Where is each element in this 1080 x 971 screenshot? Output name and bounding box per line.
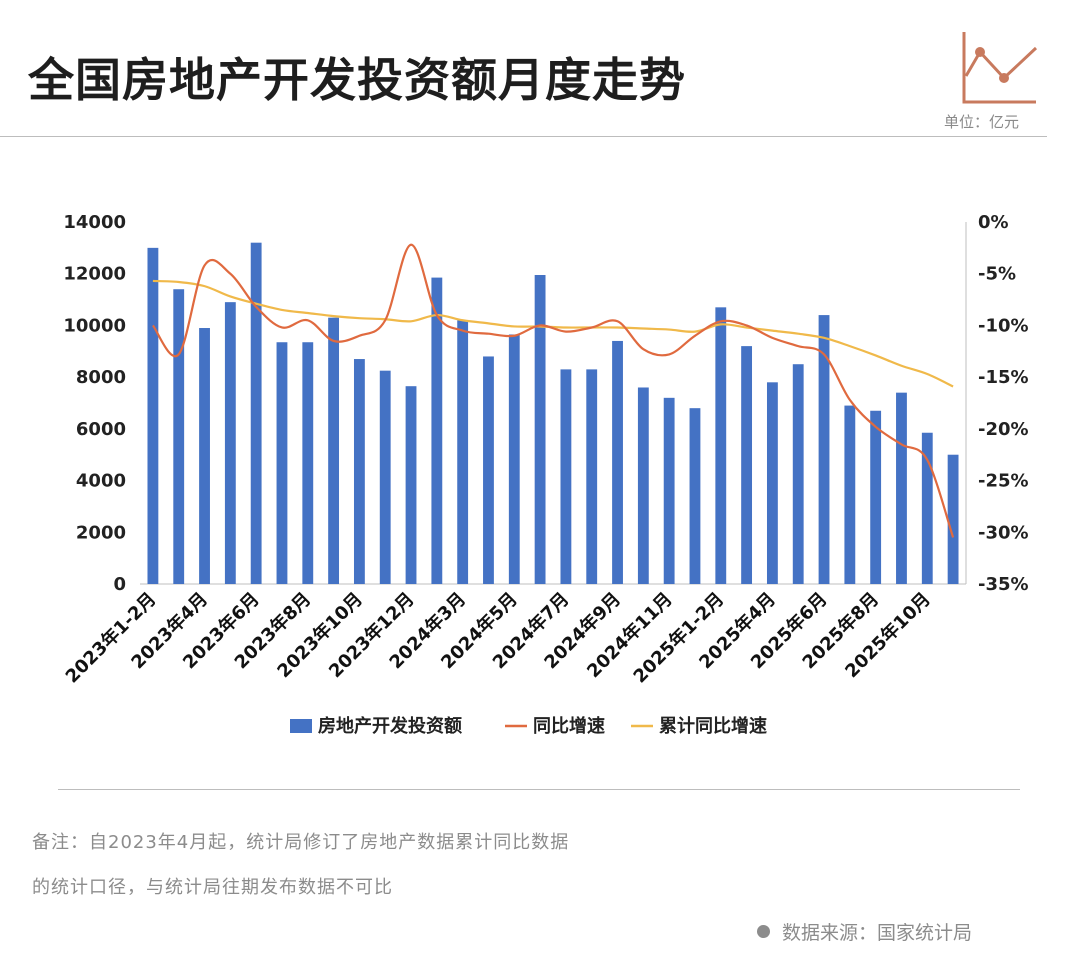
bar [199,328,210,584]
y-right-tick-label: -15% [978,367,1029,388]
bar [921,432,933,584]
bar [508,334,520,584]
y-right-tick-label: -20% [978,419,1029,440]
bar [483,356,494,584]
bar [947,454,959,584]
y-left-tick-label: 0 [113,574,126,595]
bar [663,397,675,584]
series-line-yoy [151,243,955,538]
y-left-tick-label: 14000 [63,212,126,233]
bar [276,342,288,584]
y-left-tick-label: 12000 [63,264,126,285]
series-line-cumulative-yoy [152,279,954,388]
bar [250,242,262,584]
note-line-1: 备注：自2023年4月起，统计局修订了房地产数据累计同比数据 [32,832,570,853]
y-right-tick-label: -5% [978,264,1016,285]
y-right-tick-label: -35% [978,574,1029,595]
y-left-tick-label: 2000 [76,522,126,543]
x-tick-label: 2025年1-2月 [629,588,728,687]
bar [457,320,469,584]
investment-chart: 0 2000 4000 6000 8000 10000 12000 14000 0% -5% -10… [61,212,1029,737]
bar [612,340,623,584]
top-divider [0,136,1047,137]
y-right-tick-label: -30% [978,522,1029,543]
bar [586,369,598,584]
bar [715,307,727,584]
bar [560,369,572,584]
bar [792,364,804,584]
y-right-tick-label: -10% [978,315,1029,336]
source-label: 数据来源：国家统计局 [757,918,972,945]
bar [844,405,856,584]
y-right-tick-label: 0% [978,212,1009,233]
y-left-tick-label: 8000 [76,367,126,388]
bar [379,370,391,584]
legend-label-yoy: 同比增速 [533,715,605,737]
bar [637,387,649,584]
bar [689,408,701,584]
bar [224,302,236,584]
source-dot-icon [757,925,770,938]
bar [741,346,753,584]
unit-label: 单位：亿元 [944,113,1020,131]
bar [534,275,546,584]
bar [766,382,778,584]
x-tick-label: 2023年1-2月 [61,588,160,687]
y-left-tick-label: 10000 [63,315,126,336]
bar [818,315,830,584]
bar [302,342,314,584]
legend-label-cumulative: 累计同比增速 [659,715,767,737]
source-text: 数据来源：国家统计局 [782,922,973,944]
legend-label-investment: 房地产开发投资额 [318,715,462,737]
bar [353,359,365,584]
bar [147,247,159,584]
y-left-tick-label: 4000 [76,471,126,492]
line-chart-logo-icon [962,32,1038,104]
bottom-divider [58,789,1020,790]
bar [173,289,185,584]
y-left-tick-label: 6000 [76,419,126,440]
bar [405,386,417,584]
page-title: 全国房地产开发投资额月度走势 [28,53,686,107]
bar [431,277,443,584]
note-line-2: 的统计口径，与统计局往期发布数据不可比 [32,877,393,898]
y-right-tick-label: -25% [978,471,1029,492]
bar [328,317,340,584]
bar [870,410,882,584]
legend-swatch-bar [290,719,312,733]
legend: 房地产开发投资额 同比增速 累计同比增速 [290,715,767,737]
bar [896,392,907,584]
